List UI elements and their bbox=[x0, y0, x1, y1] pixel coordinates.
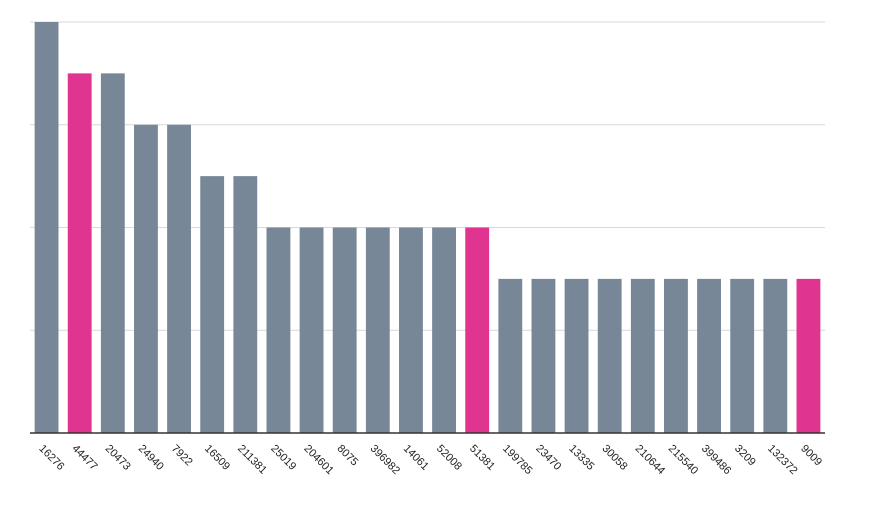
x-tick-label: 399486 bbox=[699, 443, 733, 477]
bar bbox=[34, 22, 59, 433]
bar bbox=[664, 278, 688, 433]
x-tick-label: 13335 bbox=[566, 443, 596, 473]
x-tick-label: 24940 bbox=[136, 443, 166, 473]
bar bbox=[498, 278, 523, 433]
bar bbox=[266, 227, 291, 433]
x-tick-label: 52008 bbox=[434, 443, 464, 473]
x-tick-label: 3209 bbox=[732, 443, 758, 469]
x-tick-label: 8075 bbox=[335, 443, 361, 469]
bar bbox=[697, 278, 721, 433]
x-tick-label: 25019 bbox=[268, 443, 298, 473]
bar bbox=[200, 176, 225, 433]
bar bbox=[597, 278, 622, 433]
bar bbox=[67, 73, 92, 433]
x-tick-label: 199785 bbox=[500, 443, 534, 477]
x-tick-label: 210644 bbox=[633, 443, 667, 477]
x-tick-label: 23470 bbox=[533, 443, 563, 473]
x-tick-label: 215540 bbox=[666, 443, 700, 477]
x-tick-label: 16276 bbox=[36, 443, 66, 473]
x-tick-label: 20473 bbox=[103, 443, 133, 473]
bar bbox=[432, 227, 456, 433]
bar bbox=[730, 278, 755, 433]
x-tick-label: 204601 bbox=[301, 443, 335, 477]
x-tick-label: 132372 bbox=[765, 443, 799, 477]
bar bbox=[100, 73, 125, 433]
x-tick-label: 16509 bbox=[202, 443, 232, 473]
bar bbox=[365, 227, 390, 433]
x-tick-label: 9009 bbox=[798, 443, 824, 469]
bar bbox=[763, 278, 788, 433]
x-tick-label: 51381 bbox=[467, 443, 497, 473]
x-tick-label: 211381 bbox=[235, 443, 269, 477]
bar bbox=[233, 176, 258, 433]
bar bbox=[465, 227, 490, 433]
bar bbox=[167, 124, 191, 433]
bar bbox=[531, 278, 556, 433]
bar bbox=[399, 227, 423, 433]
bar bbox=[796, 278, 821, 433]
x-tick-label: 14061 bbox=[401, 443, 431, 473]
x-tick-label: 7922 bbox=[169, 443, 195, 469]
bar bbox=[332, 227, 357, 433]
bar bbox=[564, 278, 589, 433]
bar bbox=[134, 124, 158, 433]
x-tick-label: 44477 bbox=[70, 443, 100, 473]
x-tick-label: 396982 bbox=[368, 443, 402, 477]
x-tick-label: 30058 bbox=[600, 443, 630, 473]
bar bbox=[299, 227, 324, 433]
bar bbox=[630, 278, 655, 433]
